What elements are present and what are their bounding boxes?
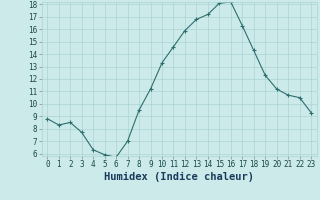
X-axis label: Humidex (Indice chaleur): Humidex (Indice chaleur) xyxy=(104,172,254,182)
